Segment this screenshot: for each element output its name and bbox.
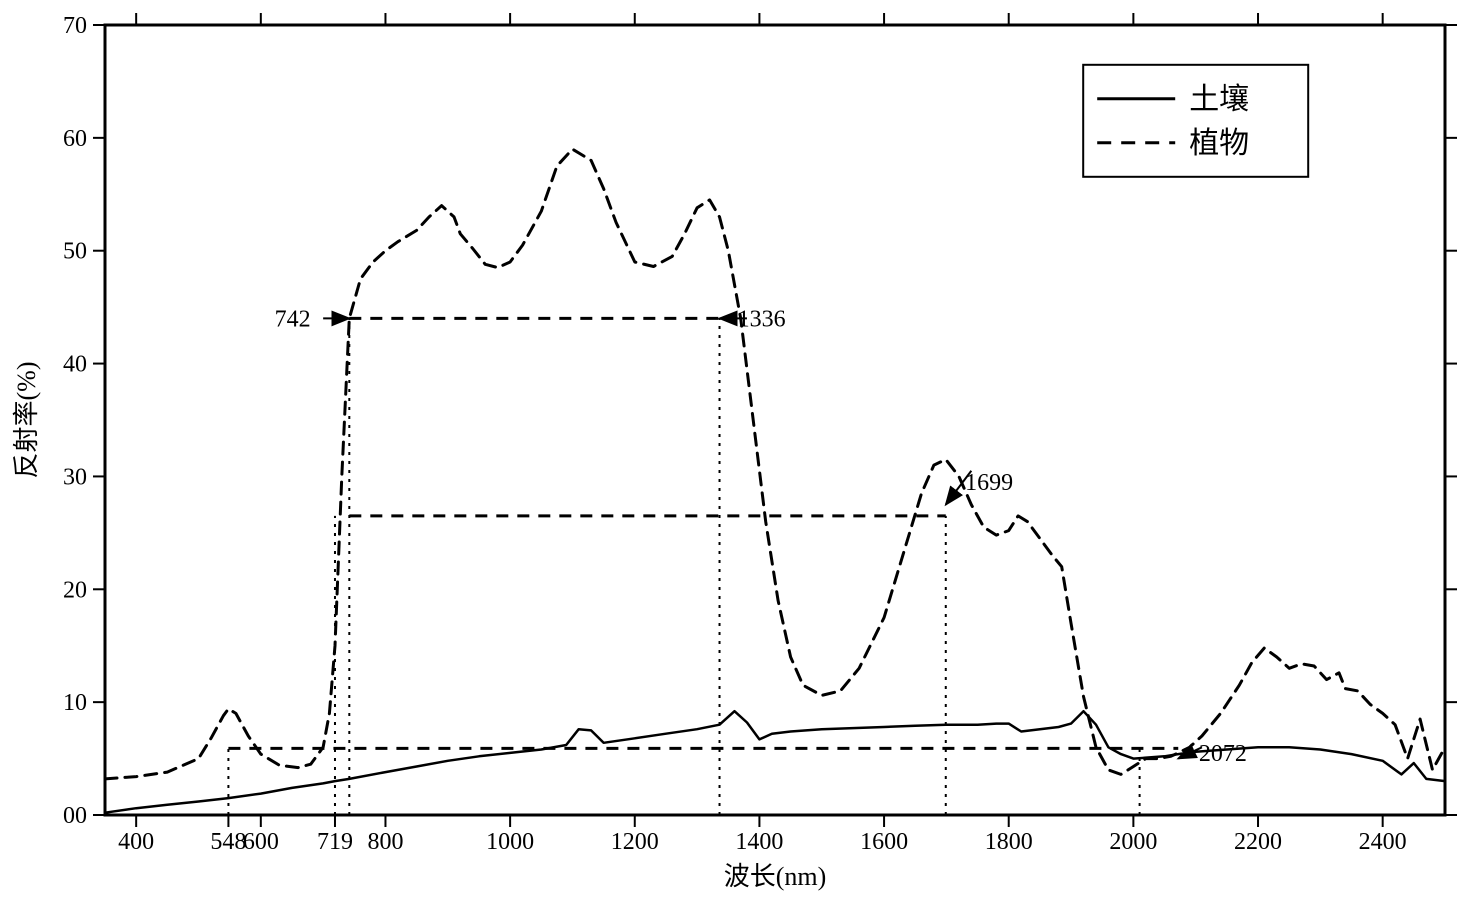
svg-text:10: 10: [63, 690, 87, 716]
svg-text:1400: 1400: [735, 829, 783, 855]
svg-text:719: 719: [317, 829, 353, 855]
svg-text:土壤: 土壤: [1189, 83, 1249, 116]
svg-text:波长(nm): 波长(nm): [724, 862, 827, 891]
svg-text:20: 20: [63, 577, 87, 603]
svg-text:植物: 植物: [1189, 127, 1249, 160]
spectral-reflectance-chart: 00 10 20 30 40 50 60 70 400 600 800 1000 1200 1400 160…: [0, 0, 1472, 903]
svg-text:60: 60: [63, 126, 87, 152]
svg-text:反射率(%): 反射率(%): [12, 362, 41, 479]
svg-text:800: 800: [367, 829, 403, 855]
svg-text:30: 30: [63, 464, 87, 490]
svg-text:1000: 1000: [486, 829, 534, 855]
svg-text:1800: 1800: [985, 829, 1033, 855]
svg-text:400: 400: [118, 829, 154, 855]
svg-text:1200: 1200: [611, 829, 659, 855]
svg-text:742: 742: [275, 306, 311, 332]
svg-text:2000: 2000: [1109, 829, 1157, 855]
chart-svg: 00 10 20 30 40 50 60 70 400 600 800 1000 1200 1400 160…: [0, 0, 1472, 903]
svg-text:2072: 2072: [1199, 741, 1247, 767]
svg-text:548: 548: [210, 829, 246, 855]
svg-text:70: 70: [63, 13, 87, 39]
svg-text:1600: 1600: [860, 829, 908, 855]
svg-text:1699: 1699: [965, 470, 1013, 496]
svg-text:40: 40: [63, 352, 87, 378]
svg-text:600: 600: [243, 829, 279, 855]
svg-text:2400: 2400: [1359, 829, 1407, 855]
svg-text:2200: 2200: [1234, 829, 1282, 855]
svg-text:00: 00: [63, 803, 87, 829]
svg-text:50: 50: [63, 239, 87, 265]
svg-text:1336: 1336: [738, 306, 786, 332]
